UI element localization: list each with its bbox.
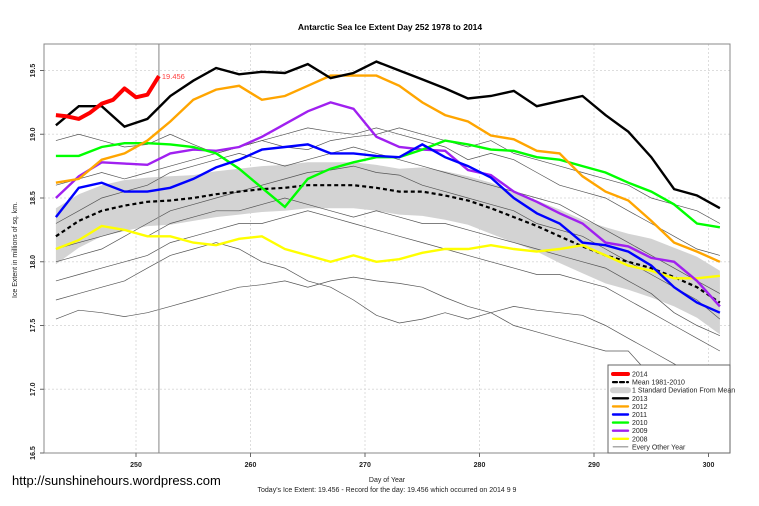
sd-band	[55, 162, 720, 335]
y-tick-label: 19.0	[30, 127, 37, 141]
y-tick-label: 19.5	[30, 64, 37, 78]
x-tick-label: 260	[245, 462, 257, 469]
other-year-line	[55, 165, 721, 320]
y-tick-label: 18.0	[30, 255, 37, 269]
legend-label: 2012	[632, 404, 648, 411]
x-tick-label: 280	[474, 462, 486, 469]
other-year-line	[55, 197, 721, 337]
other-year-line	[55, 210, 721, 352]
series-line-2009	[55, 101, 721, 308]
y-tick-label: 18.5	[30, 191, 37, 205]
x-tick-label: 300	[703, 462, 715, 469]
legend-label: 2010	[632, 420, 648, 427]
series-line-2011	[54, 143, 721, 314]
legend-label: 2013	[632, 396, 648, 403]
x-tick-label: 270	[359, 462, 371, 469]
other-years-lines	[55, 127, 721, 438]
x-tick-label: 290	[588, 462, 600, 469]
series-line-2013	[55, 60, 721, 210]
x-tick-label: 250	[130, 462, 142, 469]
y-tick-label: 17.5	[30, 319, 37, 333]
legend-label: 2014	[632, 372, 648, 379]
footer-text: Today's Ice Extent: 19.456 - Record for …	[258, 487, 517, 494]
legend-label: 2009	[632, 428, 648, 435]
sd-band-area	[55, 162, 720, 335]
series-line-2012	[55, 74, 721, 263]
y-axis-label: Ice Extent in millions of sq. km.	[12, 202, 19, 298]
plot-frame	[43, 43, 731, 454]
y-tick-label: 16.5	[30, 446, 37, 460]
chart-title: Antarctic Sea Ice Extent Day 252 1978 to…	[298, 22, 483, 32]
highlighted-series	[54, 44, 721, 453]
legend-label: Every Other Year	[632, 444, 686, 451]
series-line-2014	[55, 75, 161, 121]
other-year-line	[55, 276, 721, 438]
legend-label: 2011	[632, 412, 647, 419]
watermark-url[interactable]: http://sunshinehours.wordpress.com	[12, 473, 221, 488]
legend-label: 1 Standard Deviation From Mean	[632, 388, 735, 395]
series-line-2008	[55, 224, 721, 280]
x-axis-label: Day of Year	[369, 477, 406, 484]
legend-label: 2008	[632, 436, 648, 443]
y-tick-label: 17.0	[30, 382, 37, 396]
current-value-annotation: 19.456	[162, 72, 185, 81]
other-year-line	[55, 127, 720, 256]
other-year-line	[55, 242, 721, 390]
axes: 250 260 270 280 290 300 16.5 17.0 17.5 18.0 18.5 19…	[30, 64, 714, 469]
legend-label: Mean 1981-2010	[632, 380, 685, 387]
